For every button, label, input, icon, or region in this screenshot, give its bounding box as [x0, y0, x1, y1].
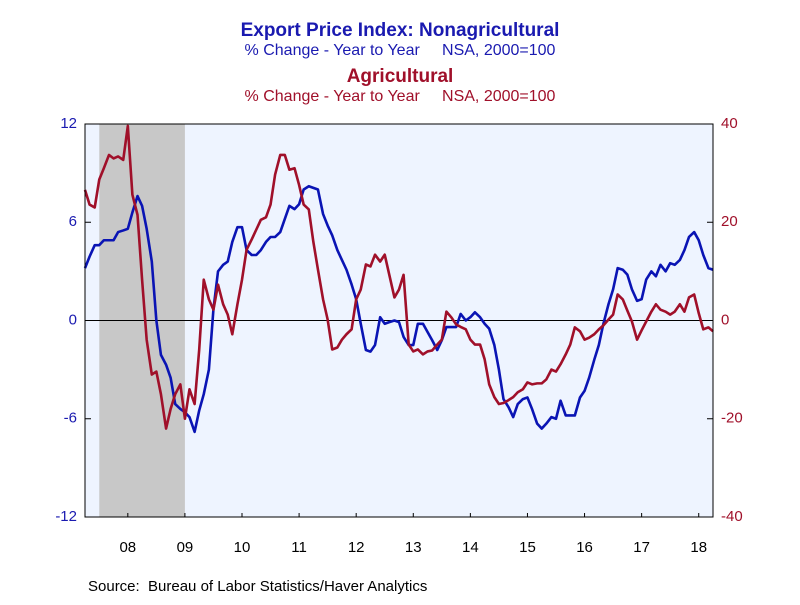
y-tick-label: 12 [60, 115, 77, 132]
series-line [83, 124, 714, 430]
y2-tick-label: -20 [721, 410, 743, 427]
y2-tick-label: 0 [721, 311, 729, 328]
y-tick-label: -12 [55, 508, 77, 525]
x-tick-label: 12 [348, 539, 365, 556]
x-tick-label: 09 [177, 539, 194, 556]
plot-frame [84, 123, 714, 518]
x-tick-label: 11 [291, 539, 307, 556]
x-tick-label: 10 [234, 539, 251, 556]
chart-subtitle: % Change - Year to Year NSA, 2000=100 [245, 42, 556, 59]
y2-tick-label: -40 [721, 508, 743, 525]
x-tick-label: 15 [519, 539, 536, 556]
x-tick-label: 13 [405, 539, 422, 556]
x-tick-label: 16 [576, 539, 593, 556]
y2-tick-label: 20 [721, 213, 738, 230]
series-line [83, 184, 714, 434]
chart-subtitle-2: % Change - Year to Year NSA, 2000=100 [245, 88, 556, 105]
y2-tick-label: 40 [721, 115, 738, 132]
source-note: Source: Bureau of Labor Statistics/Haver… [88, 578, 427, 595]
x-tick-label: 17 [633, 539, 650, 556]
y-tick-label: -6 [64, 410, 77, 427]
y-tick-label: 6 [69, 213, 77, 230]
x-tick-label: 18 [690, 539, 707, 556]
y-tick-label: 0 [69, 311, 77, 328]
chart-title: Export Price Index: Nonagricultural [241, 20, 560, 41]
x-tick-label: 08 [119, 539, 136, 556]
chart-title-2: Agricultural [347, 66, 454, 87]
x-tick-label: 14 [462, 539, 479, 556]
